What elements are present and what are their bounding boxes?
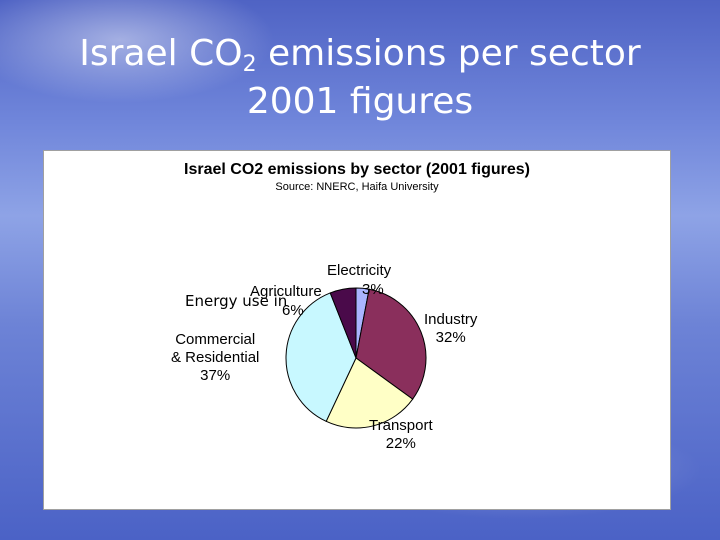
slide-title-post: emissions per sector — [256, 33, 641, 74]
label-agriculture-name: Agriculture — [250, 283, 322, 300]
label-commercial-residential: Commercial & Residential 37% — [171, 331, 259, 385]
label-industry-name: Industry — [424, 311, 478, 328]
slide-title-subscript: 2 — [242, 52, 257, 77]
label-industry: Industry 32% — [424, 311, 477, 347]
label-electricity: Electricity — [327, 262, 391, 280]
label-agriculture: Agriculture — [250, 283, 322, 301]
pie-chart — [285, 287, 427, 429]
label-transport-value: 22% — [385, 435, 416, 452]
chart-title: Israel CO2 emissions by sector (2001 fig… — [184, 161, 530, 178]
slide-title-line2: 2001 figures — [246, 81, 474, 122]
annotation-line1: Energy — [185, 292, 238, 310]
label-transport-name: Transport — [369, 417, 433, 434]
label-transport: Transport 22% — [369, 417, 433, 453]
slide-title-pre: Israel CO — [79, 33, 243, 74]
annotation-line2: use in — [242, 292, 288, 310]
label-commercial-value: 37% — [200, 367, 231, 384]
label-commercial-line2: & Residential — [171, 349, 260, 366]
label-industry-value: 32% — [435, 329, 466, 346]
chart-source: Source: NNERC, Haifa University — [275, 181, 439, 193]
label-electricity-name: Electricity — [327, 262, 392, 279]
annotation-energy-use: Energy use in — [185, 292, 287, 311]
pie-slice-agriculture — [329, 287, 357, 359]
label-commercial-line1: Commercial — [175, 331, 256, 348]
pie-slice-industry — [355, 288, 427, 400]
label-agriculture-value: 6% — [282, 302, 304, 319]
slide-title: Israel CO2 emissions per sector 2001 fig… — [0, 30, 720, 126]
label-electricity-value: 3% — [362, 281, 384, 298]
pie-slice-commercial-residential — [285, 292, 357, 423]
chart-panel: Israel CO2 emissions by sector (2001 fig… — [43, 150, 671, 510]
